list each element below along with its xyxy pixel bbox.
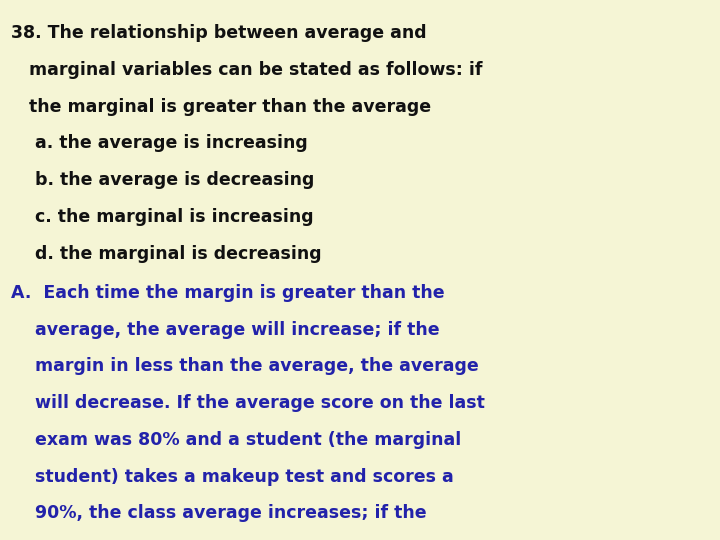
Text: c. the marginal is increasing: c. the marginal is increasing bbox=[11, 208, 313, 226]
Text: 38. The relationship between average and: 38. The relationship between average and bbox=[11, 24, 426, 42]
Text: b. the average is decreasing: b. the average is decreasing bbox=[11, 171, 314, 189]
Text: a. the average is increasing: a. the average is increasing bbox=[11, 134, 307, 152]
Text: the marginal is greater than the average: the marginal is greater than the average bbox=[11, 98, 431, 116]
Text: average, the average will increase; if the: average, the average will increase; if t… bbox=[11, 321, 439, 339]
Text: exam was 80% and a student (the marginal: exam was 80% and a student (the marginal bbox=[11, 431, 461, 449]
Text: student) takes a makeup test and scores a: student) takes a makeup test and scores … bbox=[11, 468, 454, 485]
Text: A.  Each time the margin is greater than the: A. Each time the margin is greater than … bbox=[11, 284, 444, 302]
Text: d. the marginal is decreasing: d. the marginal is decreasing bbox=[11, 245, 321, 262]
Text: marginal variables can be stated as follows: if: marginal variables can be stated as foll… bbox=[11, 61, 482, 79]
Text: will decrease. If the average score on the last: will decrease. If the average score on t… bbox=[11, 394, 485, 412]
Text: margin in less than the average, the average: margin in less than the average, the ave… bbox=[11, 357, 479, 375]
Text: 90%, the class average increases; if the: 90%, the class average increases; if the bbox=[11, 504, 426, 522]
